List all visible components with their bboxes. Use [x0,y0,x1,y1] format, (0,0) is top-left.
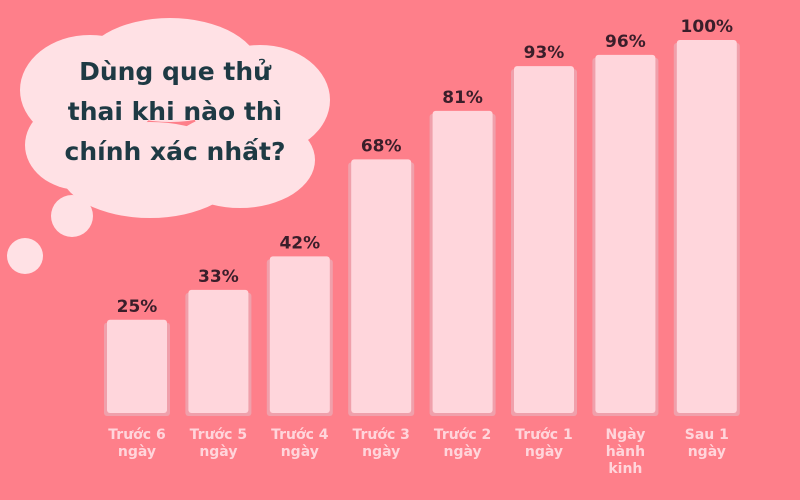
x-tick-label: Trước 4 ngày [271,427,329,460]
x-tick-label: Trước 1 ngày [515,427,573,460]
chart-title: Dùng que thử thai khi nào thì chính xác … [64,57,286,166]
x-tick-label: Trước 2 ngày [433,427,492,460]
thought-cloud [7,18,330,274]
bar [269,256,330,413]
x-tick-label: Trước 6 ngày [108,427,166,460]
x-tick-label: Sau 1 ngày [684,427,729,460]
bar [676,40,737,413]
x-tick-label: Trước 3 ngày [352,427,410,460]
value-label: 100% [681,17,734,37]
value-label: 93% [524,43,565,63]
bar [595,54,656,414]
bar [351,159,412,413]
bar [432,110,493,414]
bar [188,289,249,413]
x-tick-label: Trước 5 ngày [189,427,248,460]
value-label: 33% [198,267,239,287]
x-tick-label: Ngày hành kinh [605,427,646,477]
value-label: 42% [279,233,320,253]
value-label: 68% [361,136,402,156]
value-label: 81% [442,88,483,108]
bar [107,319,167,413]
value-label: 25% [117,297,158,317]
bar [514,66,574,414]
value-label: 96% [605,32,646,52]
